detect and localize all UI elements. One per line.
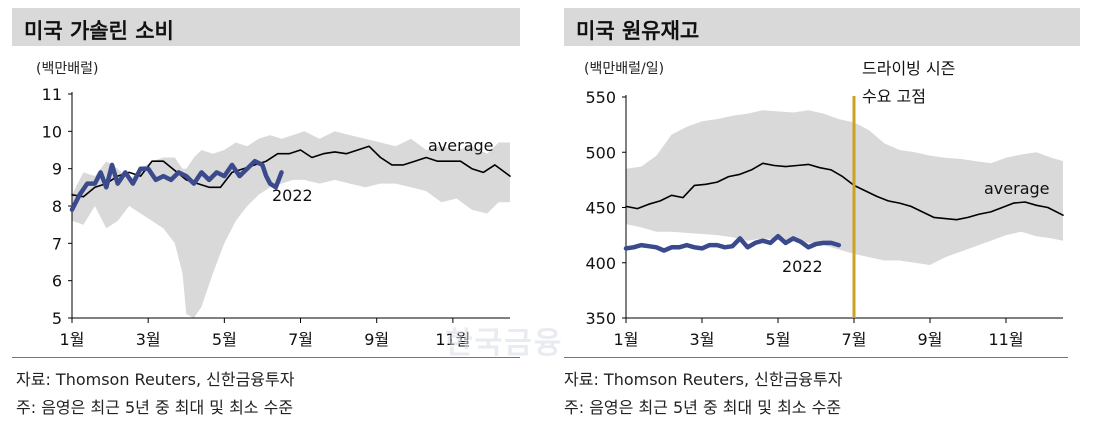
annotation-label-line2: 수요 고점 <box>862 87 926 106</box>
title-bar: 미국 가솔린 소비 <box>12 8 520 46</box>
series-average-line <box>71 145 511 198</box>
x-tick-label: 3월 <box>136 330 161 349</box>
panel-gasoline-consumption: 미국 가솔린 소비 (백만배럴) 5 6 7 8 9 10 11 1월 3월 5월 7월 9월 11월 av… <box>0 0 530 424</box>
gasoline-chart: (백만배럴) 5 6 7 8 9 10 11 1월 3월 5월 7월 9월 11월 average 2022 <box>36 61 511 349</box>
watermark: 한국금융 <box>445 326 564 361</box>
x-tick-label: 11월 <box>435 330 470 349</box>
divider <box>564 357 1068 358</box>
x-tick-label: 5월 <box>766 330 791 349</box>
y-tick-label: 8 <box>52 197 62 216</box>
series-2022-line <box>623 233 842 253</box>
y-tick-label: 7 <box>52 234 62 253</box>
footnote: 주: 음영은 최근 5년 중 최대 및 최소 수준 <box>16 398 294 417</box>
y-tick-label: 5 <box>52 309 62 328</box>
five-year-range-band <box>626 110 1063 265</box>
y-axis-label: (백만배럴) <box>36 61 98 77</box>
chart-title: 미국 원유재고 <box>576 19 700 43</box>
source-note: 자료: Thomson Reuters, 신한금융투자 <box>564 370 843 389</box>
x-tick-label: 7월 <box>842 330 867 349</box>
source-note: 자료: Thomson Reuters, 신한금융투자 <box>16 370 295 389</box>
y-tick-label: 11 <box>42 85 62 104</box>
y-tick-label: 550 <box>585 88 616 107</box>
divider <box>12 357 520 358</box>
year-2022-label: 2022 <box>782 257 823 276</box>
year-2022-label: 2022 <box>272 186 313 205</box>
chart-title: 미국 가솔린 소비 <box>24 19 174 43</box>
y-tick-label: 6 <box>52 272 62 291</box>
x-tick-label: 5월 <box>212 330 237 349</box>
y-tick-label: 400 <box>585 254 616 273</box>
series-average-line <box>625 162 1064 221</box>
y-tick-label: 9 <box>52 160 62 179</box>
x-tick-label: 3월 <box>690 330 715 349</box>
footnote: 주: 음영은 최근 5년 중 최대 및 최소 수준 <box>564 398 842 417</box>
x-tick-label: 9월 <box>918 330 943 349</box>
y-tick-label: 10 <box>42 122 62 141</box>
panel-crude-inventory: 미국 원유재고 (백만배럴/일) 350 400 450 500 550 1월 3월 5월 7월 9… <box>560 0 1095 424</box>
y-tick-label: 500 <box>585 143 616 162</box>
title-bar: 미국 원유재고 <box>564 8 1080 46</box>
y-tick-label: 350 <box>585 309 616 328</box>
series-2022-line <box>69 158 284 212</box>
y-axis-label: (백만배럴/일) <box>584 61 664 77</box>
x-tick-label: 7월 <box>288 330 313 349</box>
x-tick-label: 1월 <box>60 330 85 349</box>
average-label: average <box>428 136 494 155</box>
x-tick-label: 1월 <box>614 330 639 349</box>
annotation-label-line1: 드라이빙 시즌 <box>862 59 955 78</box>
five-year-range-band <box>72 131 510 318</box>
x-tick-label: 9월 <box>364 330 389 349</box>
y-tick-label: 450 <box>585 199 616 218</box>
average-label: average <box>984 179 1050 198</box>
x-tick-label: 11월 <box>988 330 1023 349</box>
crude-inventory-chart: (백만배럴/일) 350 400 450 500 550 1월 3월 5월 7월 9월 11월 aver… <box>584 59 1064 349</box>
